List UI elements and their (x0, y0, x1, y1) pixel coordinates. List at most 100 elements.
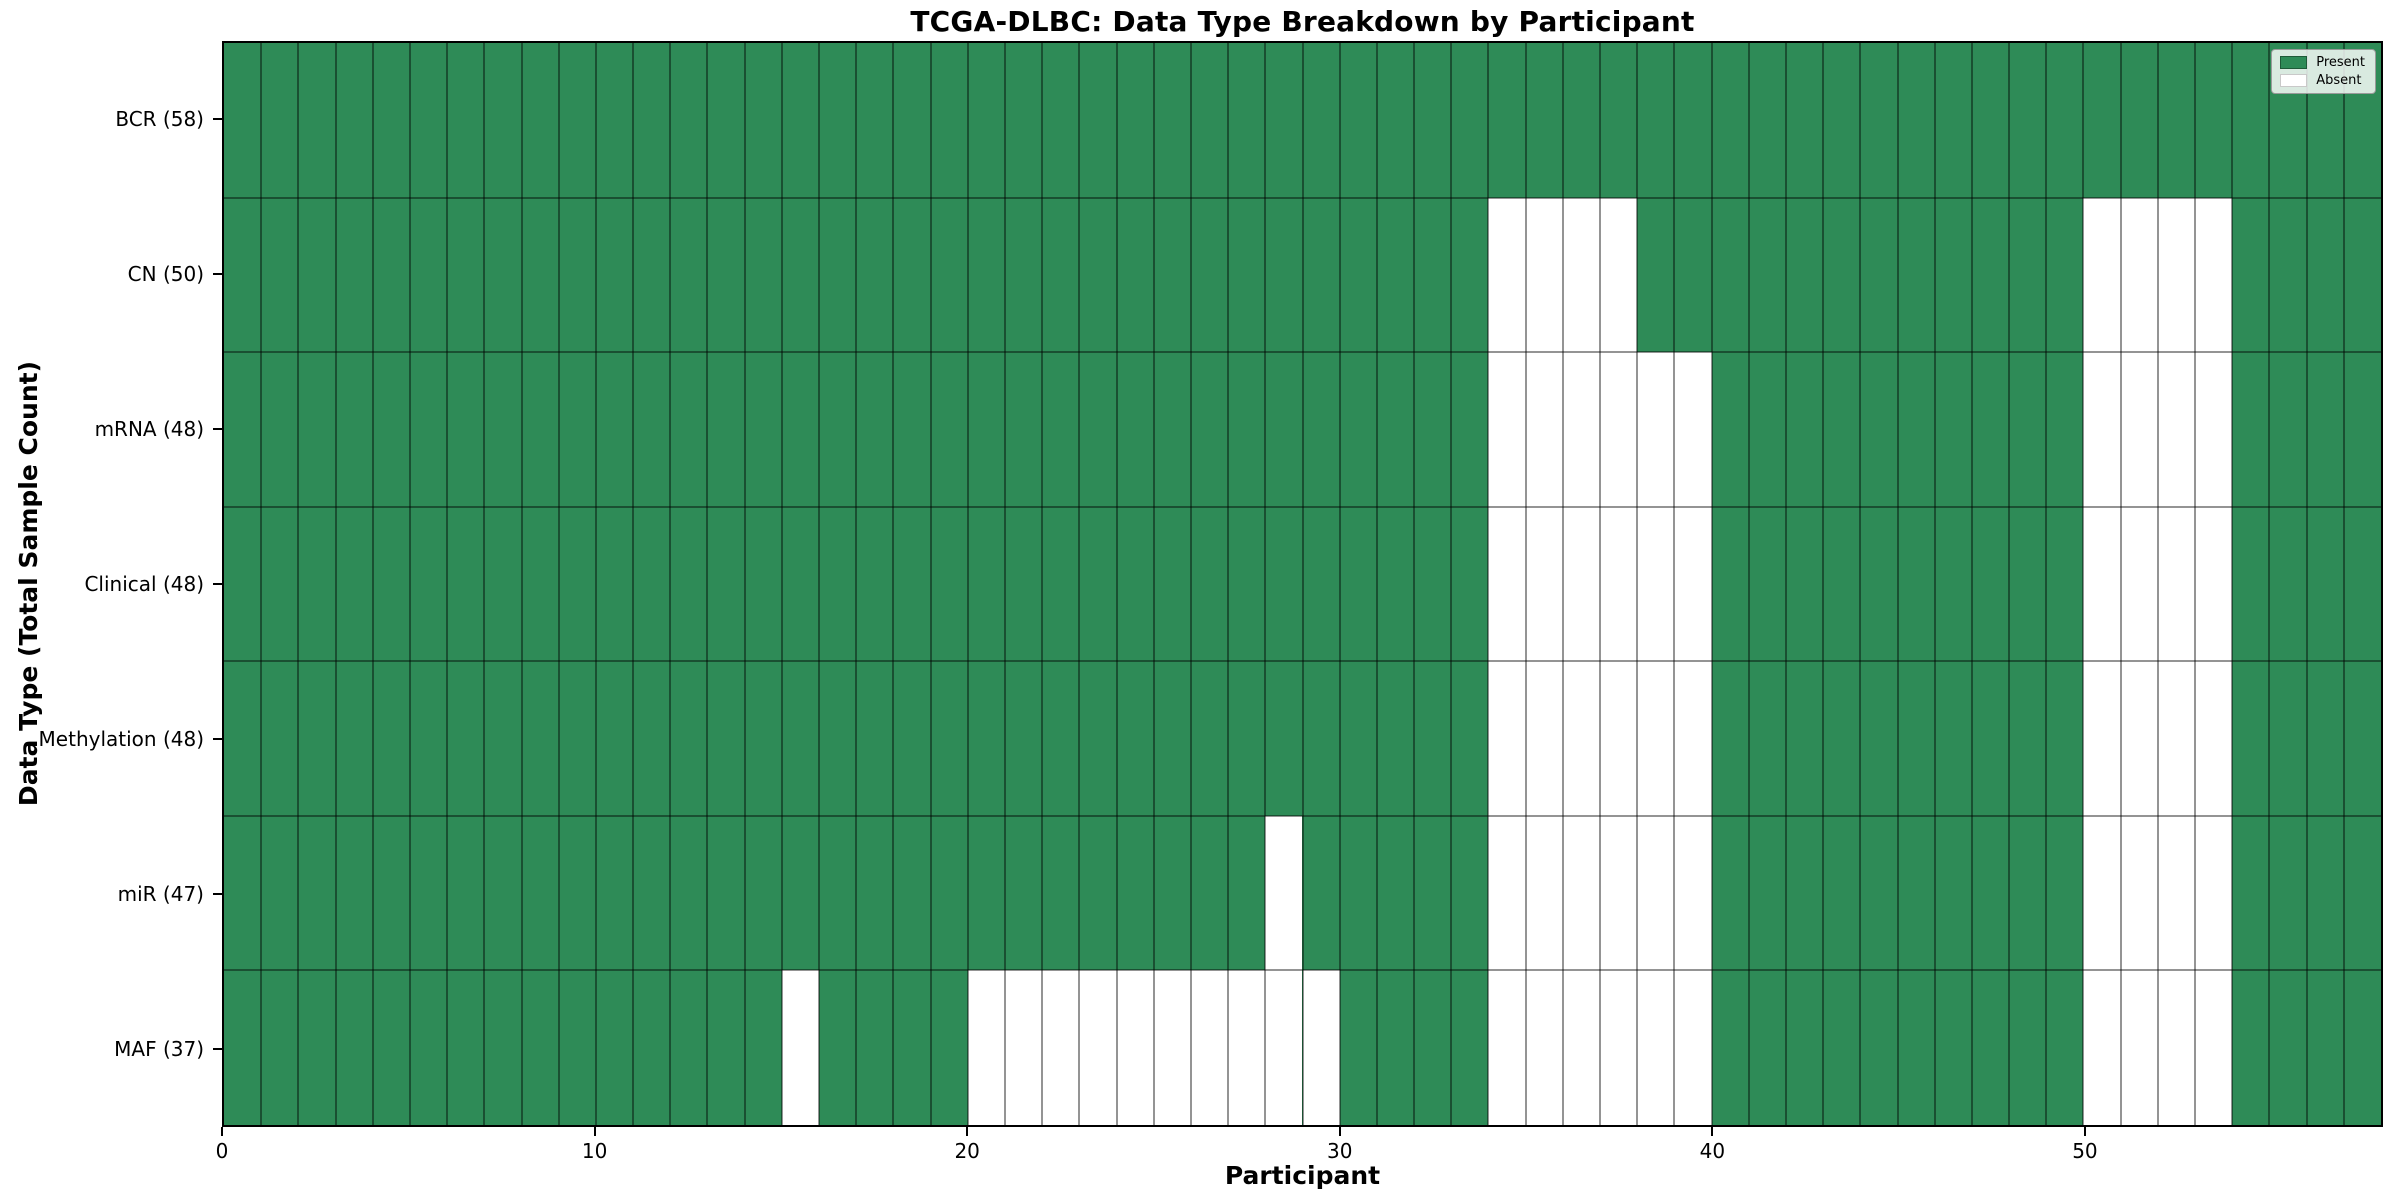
x-tick-label: 10 (581, 1139, 608, 1163)
legend-present-label: Present (2316, 55, 2365, 70)
heatmap-cell-absent (1004, 970, 1043, 1125)
gridline-vertical (2342, 43, 2345, 1125)
gridline-vertical (1450, 43, 1453, 1125)
x-tick-mark (1711, 1127, 1714, 1136)
heatmap-cell-absent (2083, 352, 2121, 507)
y-tick-mark (213, 583, 222, 585)
heatmap-cell-absent (1562, 661, 1600, 816)
gridline-vertical (1375, 43, 1378, 1125)
gridline-vertical (2156, 43, 2159, 1125)
x-tick-mark (2083, 1127, 2086, 1136)
heatmap-cell-absent (2157, 197, 2196, 353)
gridline-vertical (297, 43, 300, 1125)
heatmap-cell-absent (2120, 197, 2158, 353)
legend-present-swatch (2280, 56, 2308, 69)
heatmap-cell-absent (2083, 506, 2121, 662)
heatmap-cell-absent (1153, 970, 1191, 1125)
heatmap-cell-absent (2195, 197, 2233, 353)
x-tick-label: 50 (2072, 1139, 2098, 1163)
heatmap-cell-absent (1674, 815, 1712, 971)
heatmap-cell-absent (2120, 815, 2158, 971)
y-tick-mark (213, 117, 222, 120)
heatmap-cell-absent (1079, 970, 1117, 1125)
x-tick-label: 0 (215, 1139, 229, 1163)
heatmap-cell-absent (1562, 197, 1600, 353)
gridline-vertical (1338, 43, 1341, 1125)
gridline-horizontal (224, 505, 2381, 508)
gridline-vertical (1487, 43, 1490, 1125)
gridline-vertical (446, 43, 449, 1125)
heatmap-cell-absent (1042, 970, 1080, 1125)
heatmap-cell-absent (2120, 970, 2158, 1125)
gridline-vertical (2082, 43, 2085, 1125)
y-tick-label: mRNA (48) (94, 416, 204, 441)
gridline-vertical (2268, 43, 2271, 1125)
x-axis-title: Participant (1224, 1161, 1381, 1190)
gridline-vertical (483, 43, 486, 1125)
gridline-vertical (1115, 43, 1118, 1125)
gridline-vertical (2305, 43, 2308, 1125)
y-tick-label: Methylation (48) (38, 727, 204, 752)
gridline-vertical (1673, 43, 1676, 1125)
y-tick-label: MAF (37) (114, 1037, 204, 1062)
legend-item-present: Present (2280, 56, 2365, 69)
gridline-vertical (1301, 43, 1304, 1125)
heatmap-cell-absent (2120, 352, 2158, 507)
heatmap-cell-absent (1488, 352, 1526, 507)
plot-area: Present Absent (222, 41, 2383, 1127)
heatmap-cell-absent (2157, 815, 2196, 971)
heatmap-cell-absent (2083, 661, 2121, 816)
heatmap-cell-absent (1562, 815, 1600, 971)
gridline-vertical (1078, 43, 1081, 1125)
heatmap-cell-absent (781, 970, 820, 1125)
heatmap-cell-absent (1190, 970, 1229, 1125)
heatmap-cell-absent (1302, 970, 1340, 1125)
heatmap-cell-absent (1562, 970, 1600, 1125)
gridline-vertical (780, 43, 783, 1125)
gridline-vertical (1264, 43, 1267, 1125)
gridline-vertical (966, 43, 969, 1125)
heatmap-cell-absent (1637, 506, 1675, 662)
gridline-vertical (632, 43, 635, 1125)
gridline-vertical (1896, 43, 1899, 1125)
gridline-vertical (1710, 43, 1713, 1125)
heatmap-cell-absent (2083, 970, 2121, 1125)
gridline-vertical (929, 43, 932, 1125)
heatmap-cell-absent (1265, 815, 1303, 971)
heatmap-cell-absent (1525, 197, 1563, 353)
gridline-vertical (1227, 43, 1230, 1125)
y-tick-mark (213, 893, 222, 896)
heatmap-cell-absent (1674, 506, 1712, 662)
heatmap-cell-absent (1525, 970, 1563, 1125)
heatmap-cell-absent (1637, 815, 1675, 971)
legend: Present Absent (2271, 49, 2376, 94)
gridline-horizontal (224, 660, 2381, 663)
x-tick-mark (1338, 1127, 1341, 1136)
gridline-vertical (2008, 43, 2011, 1125)
heatmap-grid (224, 43, 2381, 1125)
gridline-vertical (743, 43, 746, 1125)
legend-item-absent: Absent (2280, 74, 2365, 87)
gridline-vertical (1413, 43, 1416, 1125)
heatmap-cell-absent (2157, 352, 2196, 507)
heatmap-cell-absent (2195, 970, 2233, 1125)
y-tick-mark (213, 272, 222, 275)
heatmap-cell-absent (2157, 506, 2196, 662)
x-tick-label: 20 (954, 1139, 980, 1163)
gridline-horizontal (224, 351, 2381, 354)
heatmap-cell-absent (1674, 661, 1712, 816)
gridline-horizontal (224, 969, 2381, 972)
heatmap-cell-absent (1525, 506, 1563, 662)
y-tick-label: Clinical (48) (84, 572, 204, 596)
gridline-vertical (2045, 43, 2048, 1125)
gridline-vertical (1003, 43, 1006, 1125)
heatmap-cell-absent (1600, 661, 1638, 816)
gridline-vertical (2119, 43, 2122, 1125)
gridline-vertical (1784, 43, 1787, 1125)
heatmap-cell-absent (2157, 970, 2196, 1125)
x-tick-label: 30 (1327, 1139, 1353, 1163)
gridline-vertical (1747, 43, 1750, 1125)
heatmap-cell-absent (1600, 197, 1638, 353)
gridline-vertical (1970, 43, 1973, 1125)
